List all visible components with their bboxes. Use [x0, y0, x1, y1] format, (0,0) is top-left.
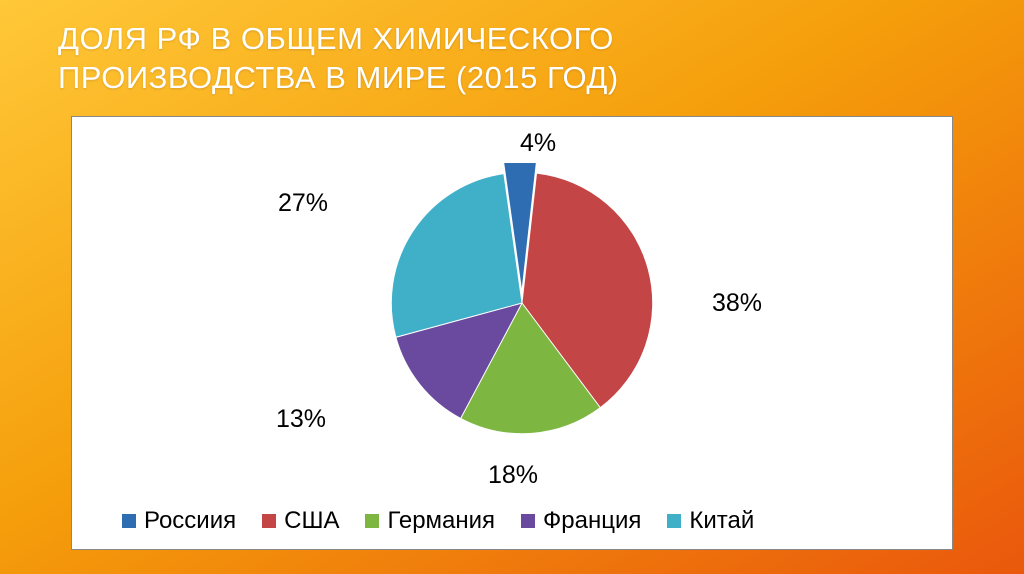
title-line-2: ПРОИЗВОДСТВА В МИРЕ (2015 ГОД)	[58, 60, 619, 95]
legend-item: Китай	[667, 507, 754, 535]
data-label: 13%	[276, 405, 326, 434]
legend-label: США	[284, 507, 339, 535]
slide: ДОЛЯ РФ В ОБЩЕМ ХИМИЧЕСКОГО ПРОИЗВОДСТВА…	[0, 0, 1024, 574]
legend-item: Россиия	[122, 507, 236, 535]
chart-card: 4% 38% 18% 13% 27% Россиия США Германия Франция…	[71, 116, 953, 550]
data-label: 38%	[712, 289, 762, 318]
legend-item: Франция	[521, 507, 641, 535]
pie-graphic	[382, 163, 662, 443]
data-label: 27%	[278, 189, 328, 218]
legend-swatch	[262, 514, 276, 528]
legend-label: Китай	[689, 507, 754, 535]
legend-label: Франция	[543, 507, 641, 535]
data-label: 18%	[488, 461, 538, 490]
legend-label: Германия	[387, 507, 495, 535]
legend-swatch	[667, 514, 681, 528]
data-label: 4%	[520, 129, 556, 158]
legend-swatch	[122, 514, 136, 528]
slide-title: ДОЛЯ РФ В ОБЩЕМ ХИМИЧЕСКОГО ПРОИЗВОДСТВА…	[58, 20, 988, 98]
legend-label: Россиия	[144, 507, 236, 535]
legend: Россиия США Германия Франция Китай	[122, 507, 902, 535]
legend-item: Германия	[365, 507, 495, 535]
pie-chart: 4% 38% 18% 13% 27%	[72, 117, 952, 497]
legend-swatch	[521, 514, 535, 528]
legend-swatch	[365, 514, 379, 528]
legend-item: США	[262, 507, 339, 535]
title-line-1: ДОЛЯ РФ В ОБЩЕМ ХИМИЧЕСКОГО	[58, 21, 614, 56]
